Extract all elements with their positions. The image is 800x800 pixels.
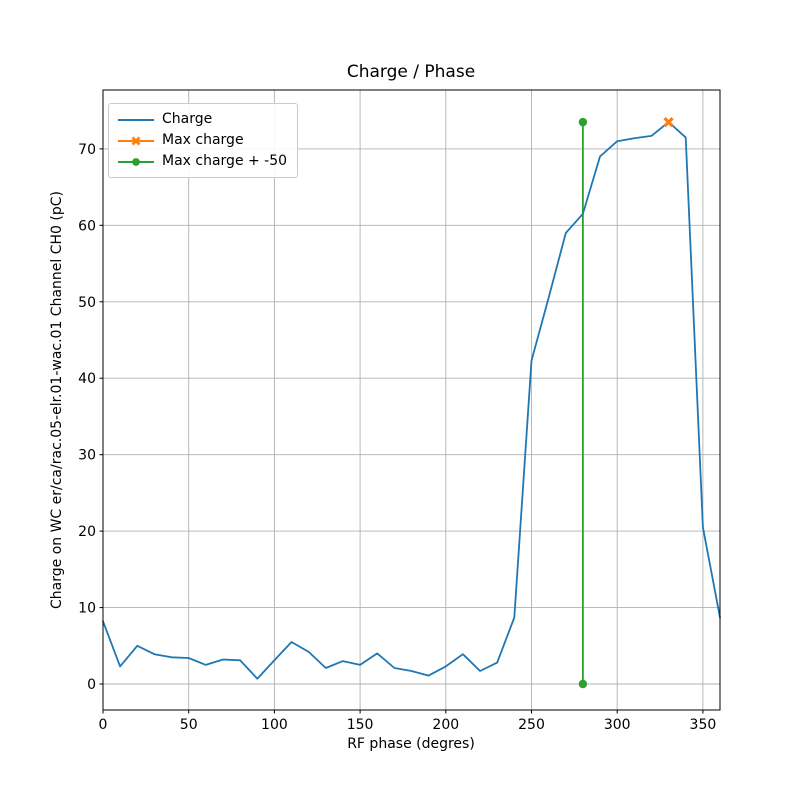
x-tick-label: 50 (180, 717, 198, 733)
y-tick-label: 20 (78, 524, 96, 540)
legend-label: Charge (162, 111, 213, 127)
x-tick-label: 300 (604, 717, 631, 733)
y-tick-label: 30 (78, 448, 96, 464)
legend-label: Max charge (162, 132, 244, 148)
x-marker-icon (131, 136, 141, 145)
axes-spines (102, 89, 721, 711)
y-tick-label: 10 (78, 601, 96, 617)
legend-item-1: Max charge (117, 130, 287, 151)
x-tick-label: 350 (690, 717, 717, 733)
max-charge-minus50-top-dot (578, 117, 588, 127)
x-tick-label: 200 (432, 717, 459, 733)
x-tick-label: 150 (347, 717, 374, 733)
circle-marker-icon (132, 157, 140, 166)
legend: Charge Max charge Max charge + -50 (108, 103, 299, 178)
charge-line (102, 121, 721, 680)
x-tick-label: 250 (518, 717, 545, 733)
y-tick-label: 60 (78, 218, 96, 234)
legend-item-0: Charge (117, 109, 287, 130)
x-axis-label: RF phase (degres) (347, 736, 475, 752)
legend-item-2: Max charge + -50 (117, 151, 287, 172)
y-axis-label: Charge on WC er/ca/rac.05-elr.01-wac.01 … (49, 191, 65, 609)
legend-label: Max charge + -50 (162, 153, 288, 169)
y-tick-label: 0 (87, 677, 96, 693)
legend-line-sample (118, 157, 154, 166)
chart-title: Charge / Phase (346, 62, 476, 82)
x-tick-label: 0 (99, 717, 108, 733)
max-charge-marker (663, 116, 674, 128)
y-tick-label: 50 (78, 295, 96, 311)
max-charge-minus50-bottom-dot (578, 679, 588, 689)
y-tick-label: 40 (78, 371, 96, 387)
y-tick-label: 70 (78, 142, 96, 158)
x-tick-label: 100 (261, 717, 288, 733)
legend-line-sample (118, 118, 154, 121)
legend-line-sample (118, 136, 154, 145)
